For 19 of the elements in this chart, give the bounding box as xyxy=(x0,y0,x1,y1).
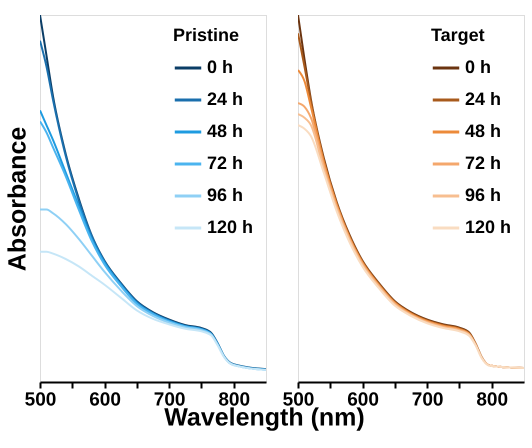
legend-label: 96 h xyxy=(465,185,502,205)
legend-label: 24 h xyxy=(465,89,502,109)
x-tick-label: 600 xyxy=(89,390,121,410)
legend-title: Pristine xyxy=(173,25,240,45)
legend-label: 24 h xyxy=(207,89,244,109)
legend-label: 48 h xyxy=(207,121,244,141)
legend-label: 72 h xyxy=(465,153,502,173)
legend-title: Target xyxy=(431,25,485,45)
legend-label: 72 h xyxy=(207,153,244,173)
legend-label: 48 h xyxy=(465,121,502,141)
y-axis-title: Absorbance xyxy=(4,126,32,272)
legend-label: 96 h xyxy=(207,185,244,205)
x-tick-label: 500 xyxy=(24,390,56,410)
x-tick-label: 800 xyxy=(476,390,508,410)
legend-label: 0 h xyxy=(465,57,492,77)
x-tick-label: 700 xyxy=(412,390,444,410)
legend-label: 120 h xyxy=(465,217,512,237)
legend-label: 120 h xyxy=(207,217,254,237)
legend-label: 0 h xyxy=(207,57,234,77)
